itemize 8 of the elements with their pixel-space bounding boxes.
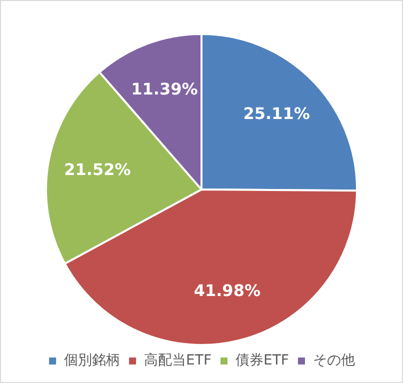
data-label: 41.98% [194,281,260,300]
data-label: 21.52% [64,160,131,179]
data-label: 25.11% [243,104,310,124]
legend-label: 債券ETF [236,352,289,369]
legend-label: 個別銘柄 [64,352,120,369]
data-label: 11.39% [131,80,198,99]
legend-label: その他 [312,352,355,369]
legend-label: 高配当ETF [144,352,212,369]
